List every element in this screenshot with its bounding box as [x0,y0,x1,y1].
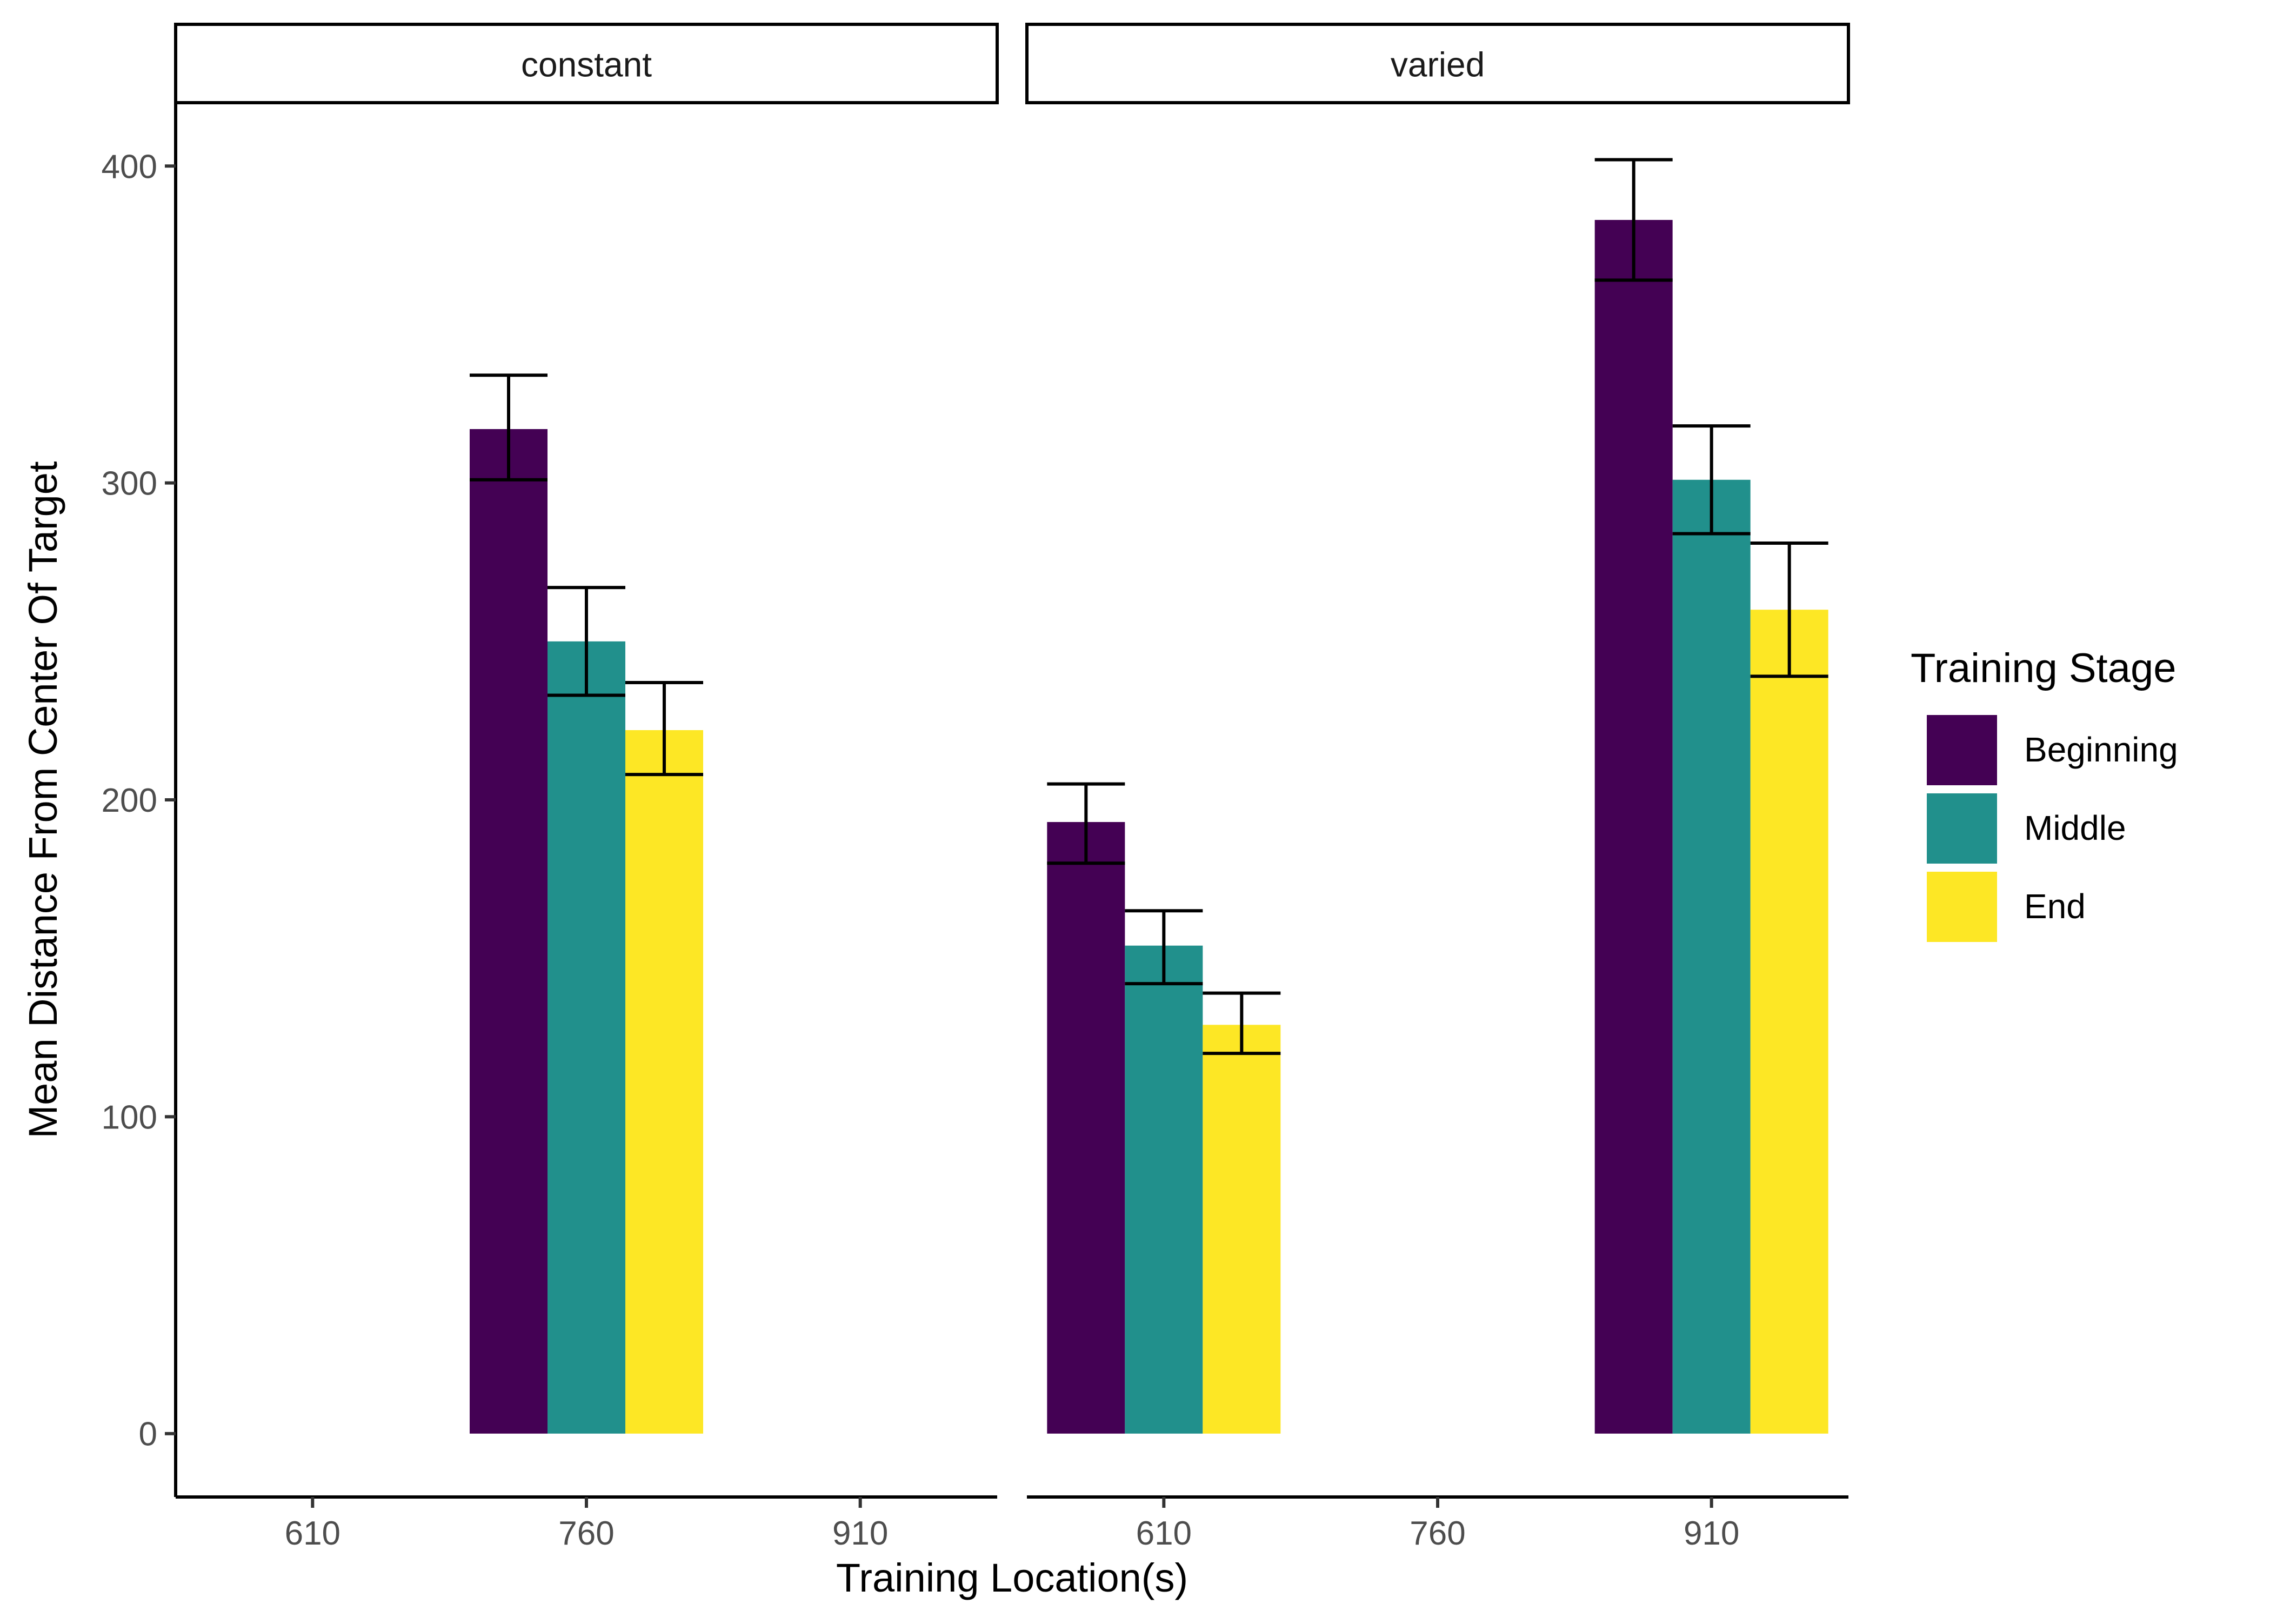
x-tick-label-constant-760: 760 [558,1515,614,1552]
x-axis-title: Training Location(s) [836,1555,1188,1600]
error-bar-varied-610-middle [1125,909,1203,986]
y-tick-label-400: 400 [102,148,157,185]
x-tick-label-varied-760: 760 [1410,1515,1465,1552]
facet-strip-constant [174,23,999,104]
error-bar-constant-760-middle [548,586,625,697]
y-tick-label-200: 200 [102,782,157,819]
y-axis-title: Mean Distance From Center Of Target [21,461,65,1138]
error-bar-constant-760-end [625,681,703,777]
y-tick-label-300: 300 [102,465,157,503]
legend-label-middle: Middle [2024,808,2126,847]
bar-varied-610-beginning [1047,822,1125,1434]
x-tick-label-constant-910: 910 [832,1515,888,1552]
bar-varied-610-end [1203,1025,1281,1434]
bar-varied-610-middle [1125,945,1203,1434]
y-tick-label-100: 100 [102,1099,157,1136]
bar-constant-760-beginning [470,429,548,1434]
error-bar-varied-910-end [1750,542,1828,678]
error-bar-varied-910-beginning [1594,158,1673,282]
error-bar-varied-610-beginning [1047,782,1125,865]
legend-key-end [1927,872,1997,942]
error-bar-varied-610-end [1203,991,1281,1055]
facet-strip-varied [1025,23,1850,104]
bar-varied-910-beginning [1594,219,1673,1434]
facet-label-varied: varied [1391,45,1485,84]
facet-label-constant: constant [521,45,652,84]
legend-label-beginning: Beginning [2024,730,2178,769]
bar-constant-760-middle [548,641,625,1434]
error-bar-constant-760-beginning [470,373,548,482]
bar-constant-760-end [625,730,703,1434]
legend: Training Stage Beginning Middle End [1911,645,2178,942]
x-tick-label-varied-910: 910 [1684,1515,1739,1552]
x-tick-label-constant-610: 610 [285,1515,340,1552]
bar-varied-910-middle [1672,479,1751,1434]
x-tick-label-varied-610: 610 [1136,1515,1192,1552]
legend-title: Training Stage [1911,645,2176,691]
legend-key-beginning [1927,715,1997,785]
y-tick-label-0: 0 [139,1416,157,1453]
error-bar-varied-910-middle [1672,424,1751,536]
legend-label-end: End [2024,887,2086,926]
bar-varied-910-end [1750,610,1828,1434]
legend-key-middle [1927,793,1997,864]
